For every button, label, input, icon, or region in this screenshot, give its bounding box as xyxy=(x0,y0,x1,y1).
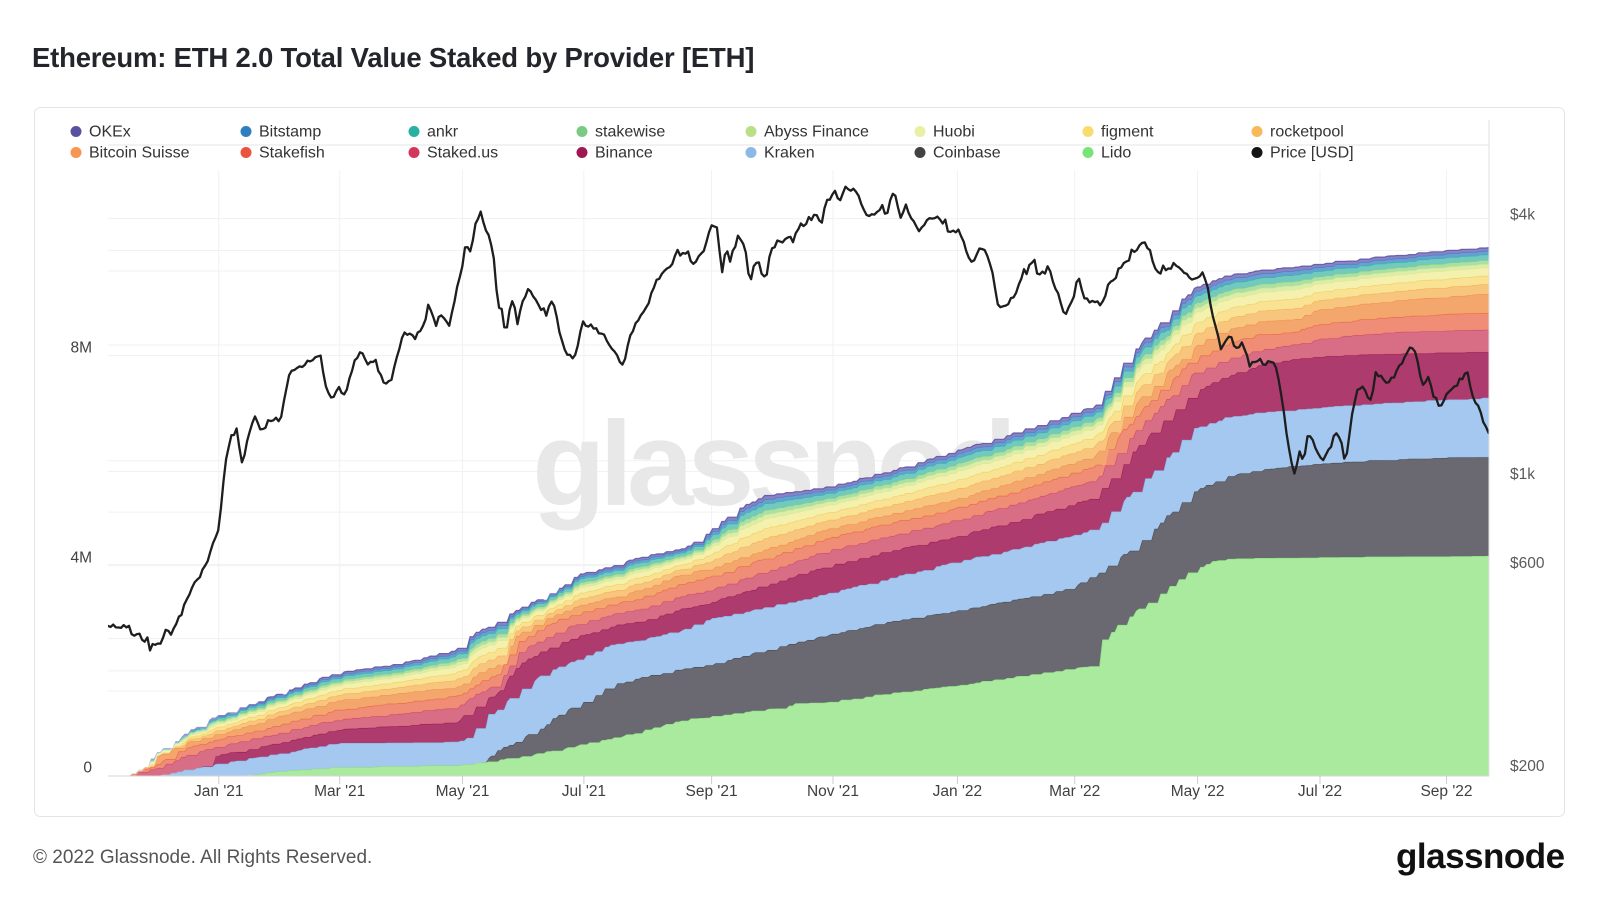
svg-text:ankr: ankr xyxy=(427,124,459,141)
svg-text:Huobi: Huobi xyxy=(933,124,975,141)
svg-text:Mar '21: Mar '21 xyxy=(314,783,365,800)
svg-text:OKEx: OKEx xyxy=(89,124,131,141)
svg-text:4M: 4M xyxy=(70,550,92,567)
svg-text:Sep '21: Sep '21 xyxy=(686,783,738,800)
svg-text:Stakefish: Stakefish xyxy=(259,145,325,162)
svg-text:Abyss Finance: Abyss Finance xyxy=(764,124,869,141)
svg-text:8M: 8M xyxy=(70,339,92,356)
svg-text:$1k: $1k xyxy=(1510,466,1535,483)
svg-text:Nov '21: Nov '21 xyxy=(807,783,859,800)
svg-text:Jul '21: Jul '21 xyxy=(562,783,606,800)
svg-text:Staked.us: Staked.us xyxy=(427,145,498,162)
svg-text:Bitstamp: Bitstamp xyxy=(259,124,321,141)
svg-text:Lido: Lido xyxy=(1101,145,1131,162)
svg-text:Binance: Binance xyxy=(595,145,653,162)
svg-text:May '22: May '22 xyxy=(1171,783,1225,800)
svg-text:$200: $200 xyxy=(1510,758,1545,775)
svg-text:$600: $600 xyxy=(1510,555,1545,572)
svg-text:Jan '21: Jan '21 xyxy=(194,783,244,800)
svg-text:glassnode: glassnode xyxy=(1396,837,1565,876)
svg-text:Mar '22: Mar '22 xyxy=(1049,783,1100,800)
svg-text:May '21: May '21 xyxy=(436,783,490,800)
svg-text:Ethereum: ETH 2.0 Total Value: Ethereum: ETH 2.0 Total Value Staked by … xyxy=(32,42,754,73)
svg-text:Jan '22: Jan '22 xyxy=(933,783,983,800)
svg-text:Price [USD]: Price [USD] xyxy=(1270,145,1354,162)
svg-text:Kraken: Kraken xyxy=(764,145,815,162)
svg-text:0: 0 xyxy=(83,760,92,777)
svg-text:$4k: $4k xyxy=(1510,206,1535,223)
svg-text:stakewise: stakewise xyxy=(595,124,665,141)
svg-text:Sep '22: Sep '22 xyxy=(1420,783,1472,800)
svg-text:© 2022 Glassnode. All Rights R: © 2022 Glassnode. All Rights Reserved. xyxy=(33,847,372,868)
svg-text:Bitcoin Suisse: Bitcoin Suisse xyxy=(89,145,190,162)
svg-text:Coinbase: Coinbase xyxy=(933,145,1001,162)
svg-text:rocketpool: rocketpool xyxy=(1270,124,1344,141)
svg-text:figment: figment xyxy=(1101,124,1154,141)
svg-text:Jul '22: Jul '22 xyxy=(1298,783,1342,800)
